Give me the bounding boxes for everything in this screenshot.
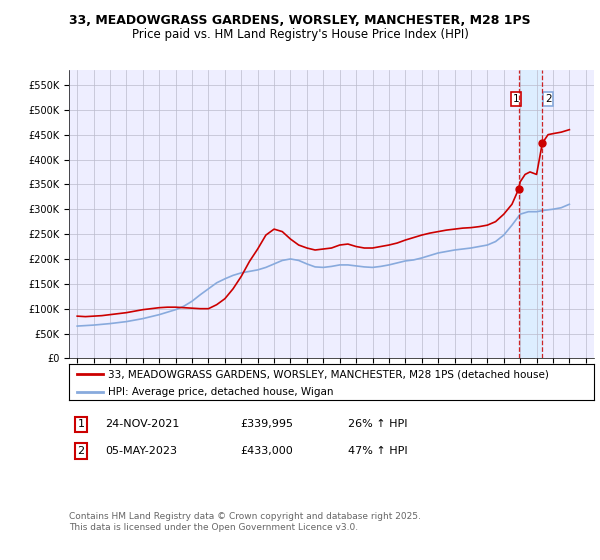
Text: 26% ↑ HPI: 26% ↑ HPI [348,419,407,430]
Text: Price paid vs. HM Land Registry's House Price Index (HPI): Price paid vs. HM Land Registry's House … [131,28,469,41]
Bar [518,70,542,358]
Text: 33, MEADOWGRASS GARDENS, WORSLEY, MANCHESTER, M28 1PS (detached house): 33, MEADOWGRASS GARDENS, WORSLEY, MANCHE… [109,369,549,379]
Text: £433,000: £433,000 [240,446,293,456]
Text: Contains HM Land Registry data © Crown copyright and database right 2025.
This d: Contains HM Land Registry data © Crown c… [69,512,421,532]
Text: 2: 2 [545,94,551,104]
Text: 2: 2 [77,446,85,456]
Text: 33, MEADOWGRASS GARDENS, WORSLEY, MANCHESTER, M28 1PS: 33, MEADOWGRASS GARDENS, WORSLEY, MANCHE… [69,14,531,27]
Text: HPI: Average price, detached house, Wigan: HPI: Average price, detached house, Wiga… [109,388,334,398]
Text: 1: 1 [77,419,85,430]
Text: £339,995: £339,995 [240,419,293,430]
Text: 47% ↑ HPI: 47% ↑ HPI [348,446,407,456]
Text: 24-NOV-2021: 24-NOV-2021 [105,419,179,430]
Text: 05-MAY-2023: 05-MAY-2023 [105,446,177,456]
Text: 1: 1 [513,94,520,104]
